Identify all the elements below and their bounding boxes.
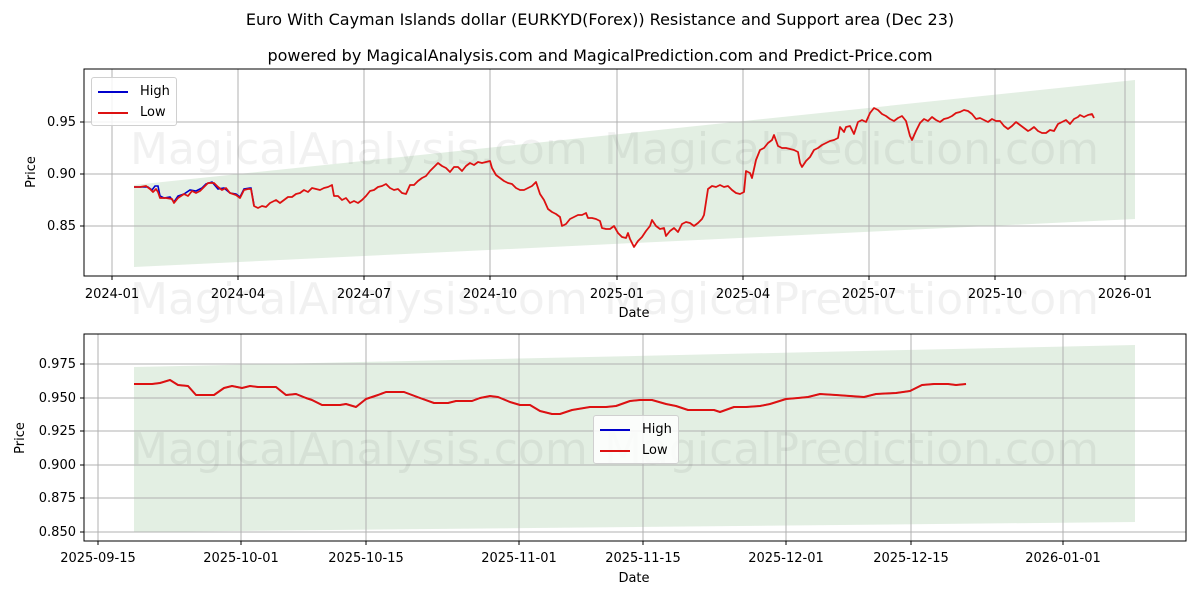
- high-line-swatch-icon: [98, 90, 128, 93]
- top-x-tick: 2025-10: [968, 287, 1022, 302]
- top-x-tick: 2025-01: [590, 287, 644, 302]
- chart-title: Euro With Cayman Islands dollar (EURKYD(…: [245, 10, 955, 29]
- bottom-y-axis-label: Price: [13, 422, 28, 454]
- top-low-line: [134, 107, 1095, 248]
- bottom-y-tick: 0.900: [39, 458, 76, 473]
- bottom-x-tick: 2025-11-01: [481, 551, 557, 566]
- bottom-y-tick: 0.925: [39, 424, 76, 439]
- bottom-x-tick: 2025-10-15: [328, 551, 404, 566]
- low-line-swatch-icon: [600, 449, 630, 452]
- top-x-tick: 2025-07: [842, 287, 896, 302]
- watermark-magicalanalysis: MagicalAnalysis.com: [130, 124, 588, 175]
- legend-label-low: Low: [642, 443, 668, 458]
- top-x-tick: 2025-04: [716, 287, 770, 302]
- legend-label-low: Low: [140, 105, 166, 120]
- bottom-x-tick: 2025-10-01: [203, 551, 279, 566]
- low-line-swatch-icon: [98, 111, 128, 114]
- bottom-low-line: [134, 379, 967, 415]
- top-gridlines: [84, 69, 1186, 276]
- bottom-x-tick: 2025-12-01: [748, 551, 824, 566]
- bottom-y-tick: 0.850: [39, 525, 76, 540]
- top-x-tick: 2024-07: [337, 287, 391, 302]
- watermark-magicalanalysis-3: MagicalAnalysis.com: [130, 424, 588, 475]
- legend-label-high: High: [140, 84, 170, 99]
- watermark-magicalanalysis-2: MagicalAnalysis.com: [130, 274, 588, 325]
- bottom-x-tick: 2025-12-15: [873, 551, 949, 566]
- top-y-tick: 0.90: [47, 167, 76, 182]
- legend-label-high: High: [642, 422, 672, 437]
- legend-item-high: High: [98, 81, 170, 102]
- top-y-tick: 0.95: [47, 115, 76, 130]
- top-axes-frame: [83, 68, 1187, 277]
- top-x-tick: 2024-10: [463, 287, 517, 302]
- top-x-tick: 2026-01: [1098, 287, 1152, 302]
- top-x-tick: 2024-01: [85, 287, 139, 302]
- top-y-tick: 0.85: [47, 219, 76, 234]
- bottom-y-tick: 0.975: [39, 357, 76, 372]
- bottom-gridlines: [84, 334, 1186, 541]
- bottom-x-tick: 2025-11-15: [605, 551, 681, 566]
- top-legend: High Low: [91, 77, 177, 126]
- bottom-legend: High Low: [593, 415, 679, 464]
- bottom-x-tick: 2025-09-15: [60, 551, 136, 566]
- high-line-swatch-icon: [600, 428, 630, 431]
- watermark-magicalprediction-3: MagicalPrediction.com: [604, 424, 1099, 475]
- bottom-axes-frame: [83, 333, 1187, 542]
- top-x-axis-label: Date: [618, 306, 649, 321]
- legend-item-low: Low: [98, 102, 170, 123]
- legend-item-high: High: [600, 419, 672, 440]
- bottom-x-axis-label: Date: [618, 571, 649, 586]
- bottom-x-tick: 2026-01-01: [1025, 551, 1101, 566]
- legend-item-low: Low: [600, 440, 672, 461]
- chart-subtitle: powered by MagicalAnalysis.com and Magic…: [267, 46, 933, 65]
- watermark-magicalprediction-2: MagicalPrediction.com: [604, 274, 1099, 325]
- watermark-magicalprediction: MagicalPrediction.com: [604, 124, 1099, 175]
- bottom-y-tick: 0.875: [39, 491, 76, 506]
- top-chart: MagicalAnalysis.com MagicalPrediction.co…: [24, 68, 1187, 325]
- bottom-y-tick: 0.950: [39, 391, 76, 406]
- top-y-axis-label: Price: [24, 156, 39, 188]
- top-x-tick: 2024-04: [211, 287, 265, 302]
